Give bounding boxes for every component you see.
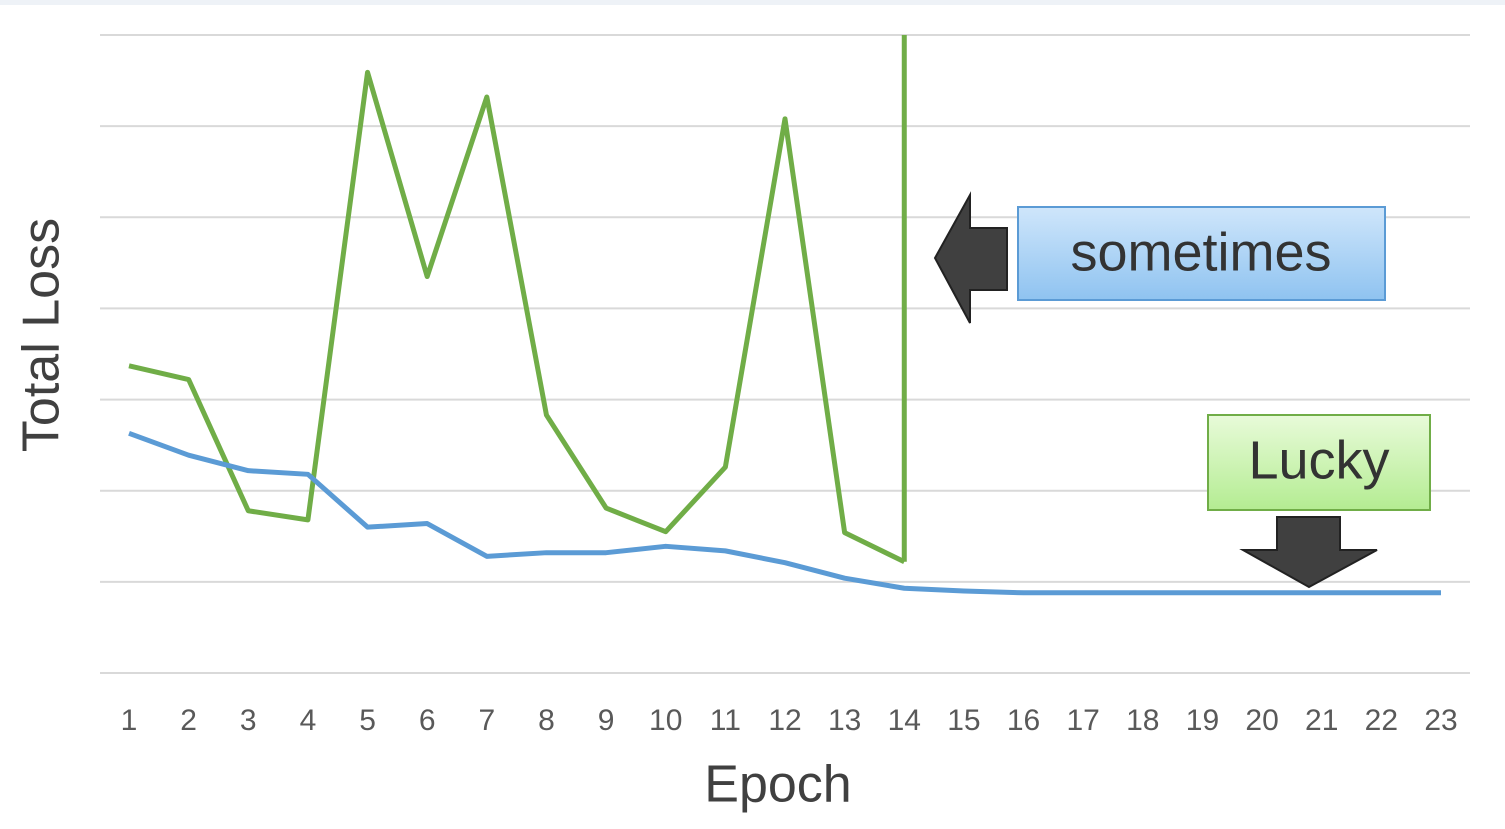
plot-area: 1 2 3 4 5 6 7 8 9 10 11 12 13 14 15 16 17 18 19 20 21 22 23 — [100, 34, 1470, 737]
arrow-left — [933, 191, 1008, 324]
annotation-box — [1207, 414, 1431, 511]
x-tick-label: 5 — [359, 704, 376, 737]
line-series — [128, 69, 906, 565]
x-tick-label: 22 — [1365, 704, 1398, 737]
x-tick-label: 11 — [710, 704, 741, 737]
x-tick-label: 21 — [1305, 704, 1338, 737]
x-tick-label: 17 — [1066, 704, 1099, 737]
x-tick-label: 6 — [419, 704, 436, 737]
x-tick-label: 3 — [240, 704, 257, 737]
arrow-down — [1239, 516, 1378, 589]
x-tick-label: 4 — [300, 704, 317, 737]
x-tick-label: 19 — [1186, 704, 1219, 737]
x-tick-label: 7 — [478, 704, 495, 737]
x-tick-label: 8 — [538, 704, 555, 737]
x-tick-label: 13 — [828, 704, 861, 737]
x-tick-label: 12 — [768, 704, 801, 737]
annotation-box — [1017, 206, 1386, 301]
x-tick-label: 20 — [1245, 704, 1278, 737]
x-tick-label: 18 — [1126, 704, 1159, 737]
line-series — [128, 430, 1441, 596]
x-axis-label: Epoch — [704, 756, 851, 814]
x-tick-label: 2 — [180, 704, 197, 737]
x-tick-label: 23 — [1424, 704, 1457, 737]
y-axis-label: Total Loss — [13, 218, 71, 452]
x-tick-label: 16 — [1007, 704, 1040, 737]
annotation: sometimes — [1070, 222, 1331, 282]
x-tick-label: 15 — [947, 704, 980, 737]
x-tick-label: 1 — [121, 704, 138, 737]
x-tick-label: 10 — [649, 704, 682, 737]
x-tick-label: 9 — [598, 704, 615, 737]
x-tick-label: 14 — [888, 704, 921, 737]
top-strip — [0, 0, 1505, 5]
annotation: Lucky — [1248, 430, 1389, 490]
